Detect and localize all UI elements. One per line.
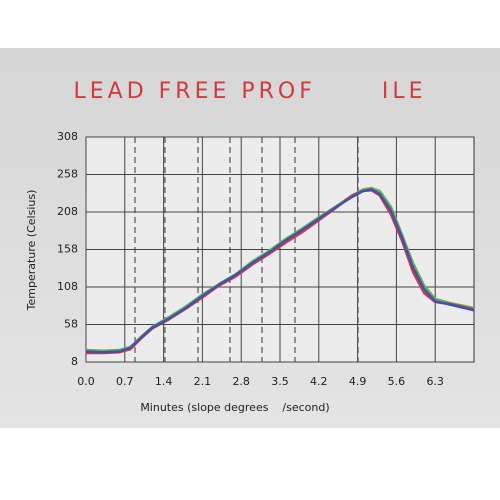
x-tick-label: 1.4 — [155, 375, 173, 388]
y-axis-label: Temperature (Celsius) — [25, 190, 38, 312]
y-tick-label: 108 — [57, 280, 78, 293]
x-tick-label: 6.3 — [426, 375, 444, 388]
y-tick-label: 308 — [57, 130, 78, 143]
y-tick-label: 58 — [64, 318, 78, 331]
chart-title: LEAD FREE PROF ILE — [73, 79, 426, 104]
x-tick-label: 2.1 — [194, 375, 212, 388]
x-tick-label: 0.7 — [116, 375, 134, 388]
x-tick-label: 4.2 — [310, 375, 328, 388]
y-tick-label: 8 — [71, 355, 78, 368]
x-tick-label: 5.6 — [388, 375, 406, 388]
x-tick-label: 3.5 — [271, 375, 289, 388]
x-tick-label: 4.9 — [349, 375, 367, 388]
series-line — [85, 188, 475, 354]
y-tick-label: 258 — [57, 168, 78, 181]
x-axis-label: Minutes (slope degrees /second) — [140, 401, 329, 414]
y-tick-label: 208 — [57, 205, 78, 218]
x-tick-label: 2.8 — [232, 375, 250, 388]
y-tick-label: 158 — [57, 243, 78, 256]
x-tick-label: 0.0 — [77, 375, 95, 388]
